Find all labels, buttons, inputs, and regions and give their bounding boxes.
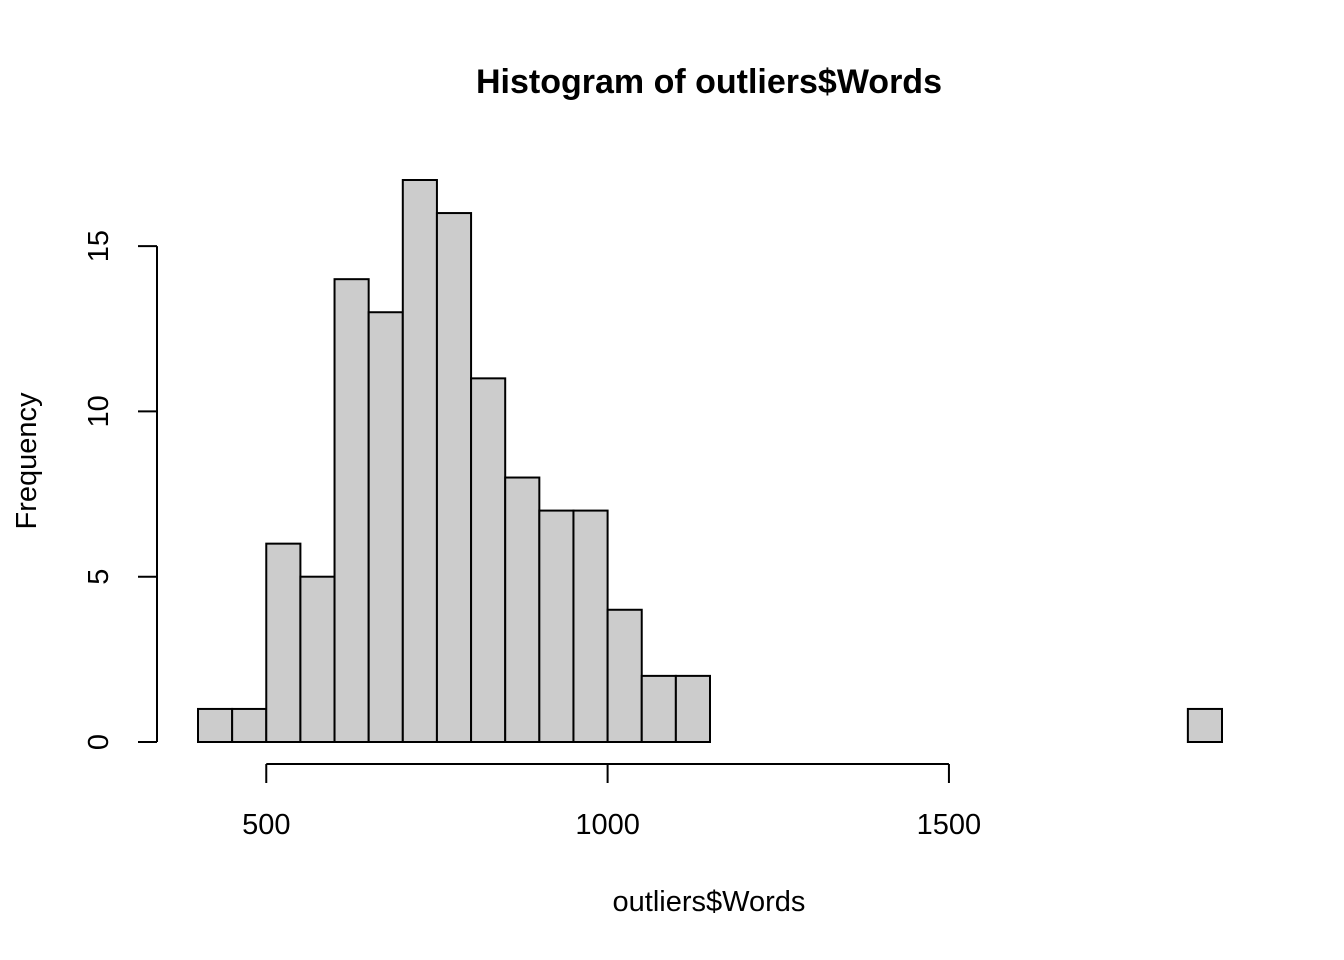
histogram-bar-9 [504, 476, 541, 743]
histogram-bar-4 [333, 278, 370, 743]
histogram-bar-29 [1186, 707, 1224, 743]
histogram-bar-10 [538, 509, 575, 743]
x-tick-label-2: 1500 [917, 809, 982, 841]
x-tick-label-0: 500 [242, 809, 290, 841]
x-tick-label-1: 1000 [575, 809, 640, 841]
x-axis: 500 1000 1500 [242, 763, 982, 841]
histogram-bar-2 [265, 542, 302, 743]
histogram-bar-1 [231, 707, 268, 743]
histogram-bar-14 [674, 674, 711, 743]
histogram-bar-12 [606, 608, 643, 743]
histogram-bar-13 [640, 674, 677, 743]
y-tick-label-0: 0 [83, 734, 115, 750]
y-axis-label: Frequency [11, 392, 43, 530]
bars-group [197, 179, 1224, 743]
y-tick-label-1: 5 [83, 569, 115, 585]
y-tick-label-3: 15 [83, 230, 115, 262]
histogram-bar-7 [435, 212, 473, 743]
histogram-bar-5 [367, 311, 404, 743]
histogram-bar-8 [470, 377, 507, 743]
histogram-bar-6 [401, 179, 438, 743]
histogram-bar-3 [299, 575, 336, 743]
x-axis-label: outliers$Words [613, 886, 806, 918]
histogram-bar-11 [572, 509, 609, 743]
y-axis: 0 5 10 15 [83, 230, 158, 750]
histogram-bar-0 [197, 707, 234, 743]
chart-title: Histogram of outliers$Words [476, 63, 942, 101]
y-tick-label-2: 10 [83, 395, 115, 427]
